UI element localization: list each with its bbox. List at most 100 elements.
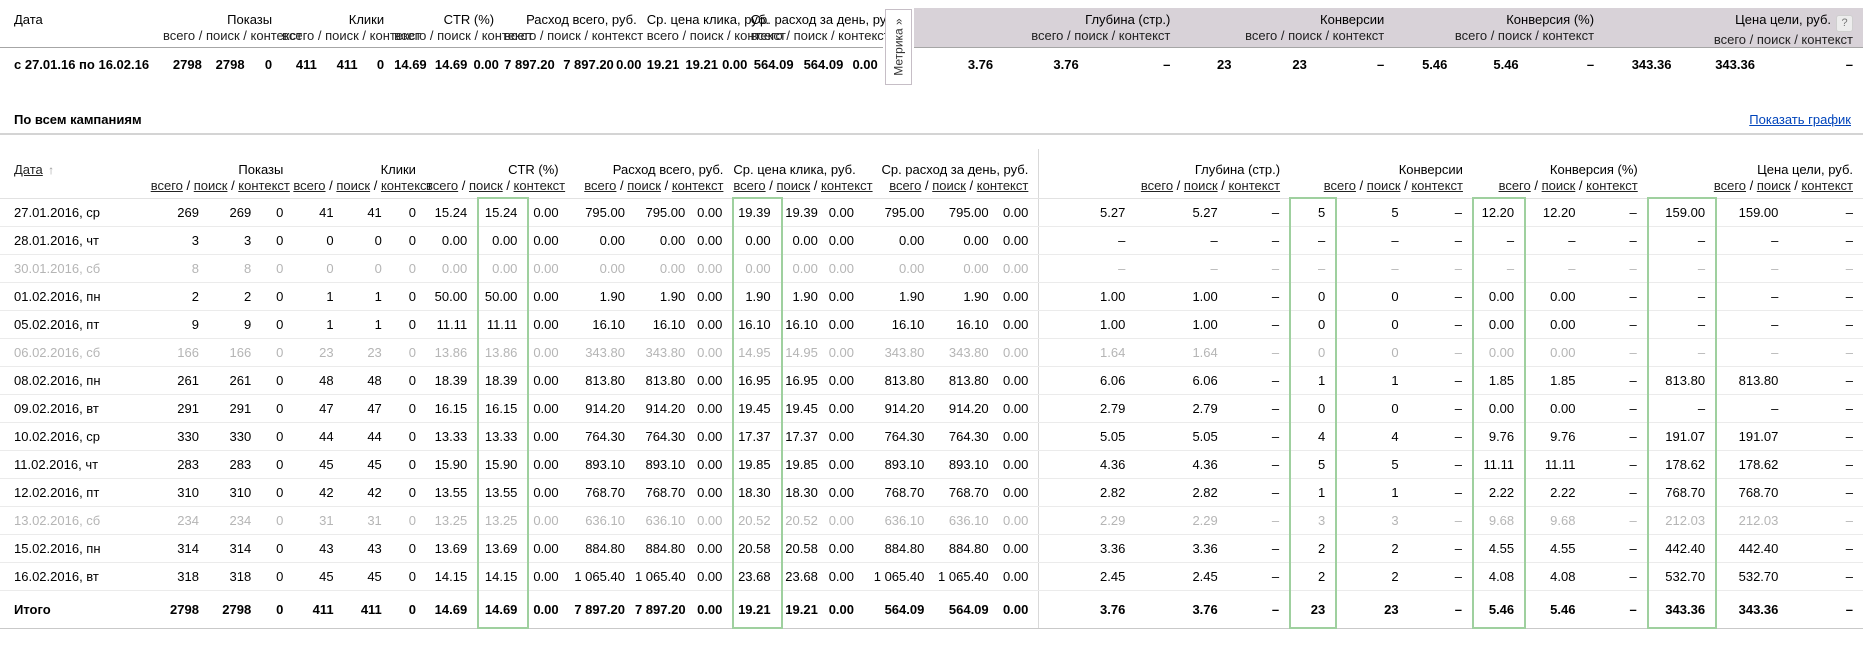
sort-link-avg-click-cost-search[interactable]: поиск <box>776 178 811 193</box>
sort-link-conversion-rate-search[interactable]: поиск <box>1541 178 1576 193</box>
avg-daily-cost-search: 343.80 <box>934 338 999 367</box>
conversion-rate-total: – <box>1471 254 1527 283</box>
avg-daily-cost-total: 0.00 <box>864 226 935 255</box>
conversion-rate-total: 0.00 <box>1471 310 1527 339</box>
ctr-search: 14.69 <box>477 590 530 629</box>
cost-total-context: 0.00 <box>695 478 734 507</box>
cost-total-search: 0.00 <box>634 226 696 255</box>
avg-daily-cost-total: 636.10 <box>864 506 935 535</box>
clicks-context: 0 <box>391 198 426 227</box>
avg-click-cost-context: 0.00 <box>827 310 865 339</box>
sort-link-clicks-context[interactable]: контекст <box>380 178 433 194</box>
summary-col-sublabel-avg-click-cost: всего / поиск / контекст <box>646 28 786 43</box>
clicks-search: 0 <box>343 226 392 255</box>
ctr-search: 13.69 <box>477 534 530 563</box>
clicks-context: 0 <box>391 226 426 255</box>
help-icon[interactable]: ? <box>1836 15 1853 32</box>
conversions-total: 5 <box>1289 197 1338 227</box>
conversions-total: 3 <box>1289 506 1338 535</box>
impressions-total: 2 <box>150 282 209 311</box>
goal-price-total: – <box>1646 254 1718 283</box>
summary-panel: Дата Показы всего / поиск / контекст Клики в… <box>0 8 1863 85</box>
sort-link-impressions-total[interactable]: всего <box>150 178 183 194</box>
depth-total: 6.06 <box>1038 366 1136 395</box>
sort-link-depth-total[interactable]: всего <box>1140 178 1174 194</box>
sort-link-goal-price-total[interactable]: всего <box>1713 178 1747 193</box>
conversion-rate-search: 11.11 <box>1525 450 1586 479</box>
summary-ctr-total: 14.69 <box>394 56 427 72</box>
conversion-rate-total: 4.55 <box>1471 534 1527 563</box>
impressions-context: 0 <box>261 310 294 339</box>
cost-total-context: 0.00 <box>695 590 734 629</box>
conversions-search: 3 <box>1336 506 1409 535</box>
summary-depth-search: 3.76 <box>1053 56 1079 72</box>
sort-link-avg-daily-cost-context[interactable]: контекст <box>976 178 1029 194</box>
sort-link-cost-total-total[interactable]: всего <box>584 178 617 194</box>
avg-click-cost-search: 0.00 <box>781 226 828 255</box>
sort-link-depth-context[interactable]: контекст <box>1228 178 1281 194</box>
avg-click-cost-context: 0.00 <box>827 338 865 367</box>
conversions-context: – <box>1408 226 1473 255</box>
sort-link-avg-click-cost-total[interactable]: всего <box>733 178 766 193</box>
avg-click-cost-total: 0.00 <box>732 254 783 283</box>
show-chart-link[interactable]: Показать график <box>1749 112 1851 127</box>
conversions-total: 0 <box>1289 338 1338 367</box>
summary-col-impressions: Показы всего / поиск / контекст <box>162 8 302 48</box>
summary-avg-daily-cost-search: 564.09 <box>803 56 844 72</box>
depth-total: 2.79 <box>1038 394 1136 423</box>
sort-link-conversion-rate-total[interactable]: всего <box>1498 178 1531 193</box>
sort-link-avg-daily-cost-search[interactable]: поиск <box>932 178 966 194</box>
sort-link-cost-total-search[interactable]: поиск <box>627 178 661 194</box>
avg-click-cost-context: 0.00 <box>827 254 865 283</box>
sort-link-ctr-total[interactable]: всего <box>425 178 459 193</box>
sort-link-conversions-total[interactable]: всего <box>1323 178 1356 193</box>
ctr-total: 13.69 <box>425 534 479 563</box>
sort-ascending-icon: ↑ <box>44 163 55 177</box>
sort-link-clicks-total[interactable]: всего <box>293 178 326 194</box>
impressions-context: 0 <box>261 562 294 591</box>
summary-col-label-avg-click-cost: Ср. цена клика, руб. <box>646 12 770 27</box>
column-group-header-depth: Глубина (стр.) <box>1038 149 1291 178</box>
sort-link-conversion-rate-context[interactable]: контекст <box>1586 178 1638 193</box>
avg-click-cost-search: 23.68 <box>781 562 828 591</box>
sort-link-depth-search[interactable]: поиск <box>1183 178 1218 194</box>
cost-total-search: 768.70 <box>634 478 696 507</box>
summary-col-sublabel-ctr: всего / поиск / контекст <box>394 28 534 43</box>
avg-click-cost-search: 19.21 <box>781 590 828 629</box>
goal-price-context: – <box>1788 450 1863 479</box>
conversions-search: – <box>1336 226 1409 255</box>
conversion-rate-context: – <box>1585 394 1648 423</box>
goal-price-context: – <box>1788 338 1863 367</box>
sort-link-avg-click-cost-context[interactable]: контекст <box>821 178 873 193</box>
sort-link-goal-price-search[interactable]: поиск <box>1756 178 1791 193</box>
sort-link-ctr-search[interactable]: поиск <box>468 178 503 193</box>
metrika-tab-label: Метрика » <box>891 18 906 76</box>
metrika-tab[interactable]: Метрика » <box>884 9 912 85</box>
conversion-rate-search: 9.68 <box>1525 506 1586 535</box>
sort-link-date[interactable]: Дата <box>14 162 43 177</box>
clicks-search: 23 <box>343 338 392 367</box>
impressions-context: 0 <box>261 338 294 367</box>
sort-link-conversions-context[interactable]: контекст <box>1411 178 1463 193</box>
cost-total-search: 795.00 <box>634 198 696 227</box>
sort-link-impressions-context[interactable]: контекст <box>238 178 290 194</box>
sort-link-conversions-search[interactable]: поиск <box>1366 178 1401 193</box>
sort-link-cost-total-context[interactable]: контекст <box>671 178 724 194</box>
impressions-search: 2798 <box>208 590 262 629</box>
goal-price-search: – <box>1716 394 1789 423</box>
ctr-context: 0.00 <box>528 590 569 629</box>
sort-link-impressions-search[interactable]: поиск <box>193 178 228 194</box>
sort-link-ctr-context[interactable]: контекст <box>513 178 566 193</box>
avg-click-cost-total: 1.90 <box>732 282 783 311</box>
sort-link-clicks-search[interactable]: поиск <box>336 178 371 194</box>
conversions-context: – <box>1408 282 1473 311</box>
summary-col-goal-price: Цена цели, руб.? всего / поиск / контекст <box>1604 8 1863 48</box>
ctr-total: 15.24 <box>425 198 479 227</box>
sort-link-goal-price-context[interactable]: контекст <box>1801 178 1853 193</box>
clicks-total: 45 <box>293 562 344 591</box>
goal-price-context: – <box>1788 422 1863 451</box>
depth-total: – <box>1038 254 1136 283</box>
conversions-context: – <box>1408 366 1473 395</box>
sort-link-avg-daily-cost-total[interactable]: всего <box>889 178 922 194</box>
cost-total-total: 795.00 <box>568 198 635 227</box>
